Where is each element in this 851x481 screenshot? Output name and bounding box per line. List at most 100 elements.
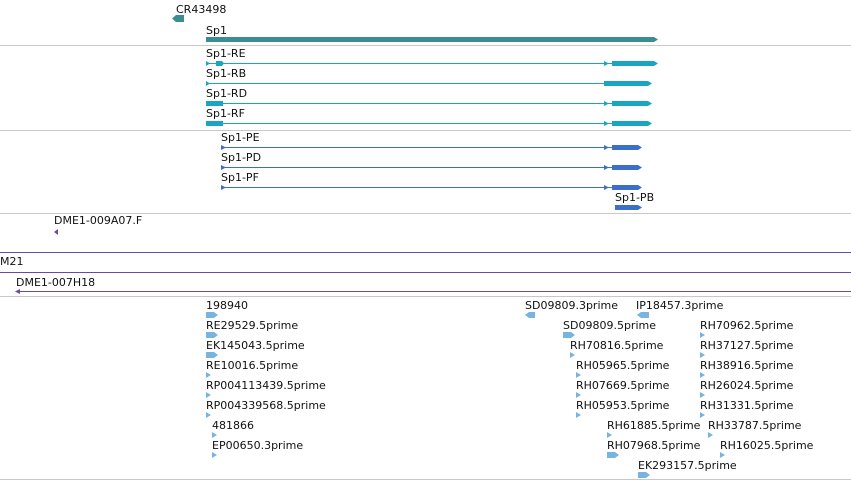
- est-glyph: [206, 372, 211, 378]
- est-glyph: [206, 332, 218, 338]
- exon: [612, 61, 658, 66]
- est-re10016[interactable]: RE10016.5prime: [206, 359, 298, 378]
- transcript-sp1-rb[interactable]: Sp1-RB: [206, 67, 652, 86]
- est-label: RH37127.5prime: [700, 339, 794, 352]
- est-glyph: [700, 332, 705, 338]
- est-rh26024[interactable]: RH26024.5prime: [700, 379, 794, 398]
- exon: [612, 145, 642, 150]
- clone-label: DME1-009A07.F: [54, 214, 142, 227]
- est-label: SD09809.3prime: [525, 299, 618, 312]
- est-label: RH07968.5prime: [607, 439, 701, 452]
- exon: [604, 165, 609, 170]
- est-glyph: [700, 392, 705, 398]
- exon: [615, 205, 642, 210]
- est-glyph: [638, 472, 650, 478]
- est-rh07669[interactable]: RH07669.5prime: [576, 379, 670, 398]
- est-label: RH05965.5prime: [576, 359, 670, 372]
- clone-glyph: [15, 289, 20, 294]
- est-label: RH07669.5prime: [576, 379, 670, 392]
- est-label: RH31331.5prime: [700, 399, 794, 412]
- exon: [206, 61, 210, 66]
- est-sd09809-5[interactable]: SD09809.5prime: [563, 319, 656, 338]
- polypeptide-sp1-pf[interactable]: Sp1-PF: [221, 171, 642, 190]
- est-sd09809-3[interactable]: SD09809.3prime: [525, 299, 618, 318]
- est-label: EK293157.5prime: [638, 459, 737, 472]
- est-rh07968[interactable]: RH07968.5prime: [607, 439, 701, 458]
- est-label: RP004113439.5prime: [206, 379, 326, 392]
- exon: [604, 61, 609, 66]
- est-track: 198940 RE29529.5prime EK145043.5prime RE…: [206, 299, 814, 478]
- exon: [206, 101, 223, 106]
- est-rp004113439[interactable]: RP004113439.5prime: [206, 379, 326, 398]
- exon: [612, 165, 642, 170]
- est-rh05965[interactable]: RH05965.5prime: [576, 359, 670, 378]
- transcript-sp1-re[interactable]: Sp1-RE: [206, 47, 658, 66]
- gene-sp1[interactable]: Sp1: [206, 24, 658, 42]
- est-re29529[interactable]: RE29529.5prime: [206, 319, 298, 338]
- transcript-sp1-rf[interactable]: Sp1-RF: [206, 107, 652, 126]
- est-glyph: [576, 372, 581, 378]
- est-rp004339568[interactable]: RP004339568.5prime: [206, 399, 326, 418]
- est-glyph: [700, 412, 705, 418]
- est-label: RE10016.5prime: [206, 359, 298, 372]
- est-label: RH70816.5prime: [570, 339, 664, 352]
- est-rh31331[interactable]: RH31331.5prime: [700, 399, 794, 418]
- clone-dme1-009a07f[interactable]: DME1-009A07.F: [54, 214, 142, 235]
- est-ep00650[interactable]: EP00650.3prime: [212, 439, 303, 458]
- gene-label: Sp1: [206, 24, 227, 37]
- transcript-sp1-rd[interactable]: Sp1-RD: [206, 87, 652, 106]
- clone-dme1-007h18[interactable]: DME1-007H18: [15, 276, 851, 294]
- est-glyph: [206, 392, 211, 398]
- est-ek145043[interactable]: EK145043.5prime: [206, 339, 305, 358]
- est-rh16025[interactable]: RH16025.5prime: [720, 439, 814, 458]
- polypeptide-label: Sp1-PF: [221, 171, 259, 184]
- region-m21[interactable]: M21: [0, 255, 24, 268]
- est-glyph: [607, 452, 619, 458]
- est-rh33787[interactable]: RH33787.5prime: [708, 419, 802, 438]
- est-481866[interactable]: 481866: [212, 419, 254, 438]
- est-rh05953[interactable]: RH05953.5prime: [576, 399, 670, 418]
- exon: [612, 101, 652, 106]
- est-rh70962[interactable]: RH70962.5prime: [700, 319, 794, 338]
- polypeptide-label: Sp1-PE: [221, 131, 260, 144]
- exon: [604, 81, 652, 86]
- exon: [612, 185, 642, 190]
- est-label: EK145043.5prime: [206, 339, 305, 352]
- exon: [604, 101, 609, 106]
- est-glyph: [212, 432, 217, 438]
- est-glyph: [576, 392, 581, 398]
- gene-label: CR43498: [176, 3, 226, 16]
- est-rh38916[interactable]: RH38916.5prime: [700, 359, 794, 378]
- exon: [206, 121, 223, 126]
- est-198940[interactable]: 198940: [206, 299, 248, 318]
- est-rh70816[interactable]: RH70816.5prime: [570, 339, 664, 358]
- est-ip18457[interactable]: IP18457.3prime: [636, 299, 724, 318]
- est-label: 481866: [212, 419, 254, 432]
- polypeptide-sp1-pe[interactable]: Sp1-PE: [221, 131, 642, 150]
- polypeptide-label: Sp1-PD: [221, 151, 261, 164]
- polypeptide-sp1-pd[interactable]: Sp1-PD: [221, 151, 642, 170]
- est-ek293157[interactable]: EK293157.5prime: [638, 459, 737, 478]
- est-glyph: [607, 432, 612, 438]
- est-glyph: [206, 412, 211, 418]
- est-rh37127[interactable]: RH37127.5prime: [700, 339, 794, 358]
- exon: [604, 121, 609, 126]
- exon: [612, 121, 652, 126]
- est-label: RH16025.5prime: [720, 439, 814, 452]
- est-label: RH05953.5prime: [576, 399, 670, 412]
- polypeptide-sp1-pb[interactable]: Sp1-PB: [615, 191, 654, 210]
- est-label: RH33787.5prime: [708, 419, 802, 432]
- exon: [216, 61, 224, 66]
- est-glyph: [700, 372, 705, 378]
- exon: [221, 185, 226, 190]
- est-glyph: [570, 352, 575, 358]
- exon: [604, 185, 609, 190]
- est-rh61885[interactable]: RH61885.5prime: [607, 419, 701, 438]
- region-label: M21: [0, 255, 24, 268]
- est-glyph: [563, 332, 575, 338]
- est-label: IP18457.3prime: [636, 299, 724, 312]
- est-label: RP004339568.5prime: [206, 399, 326, 412]
- est-glyph: [720, 452, 725, 458]
- gene-cr43498[interactable]: CR43498: [172, 3, 226, 22]
